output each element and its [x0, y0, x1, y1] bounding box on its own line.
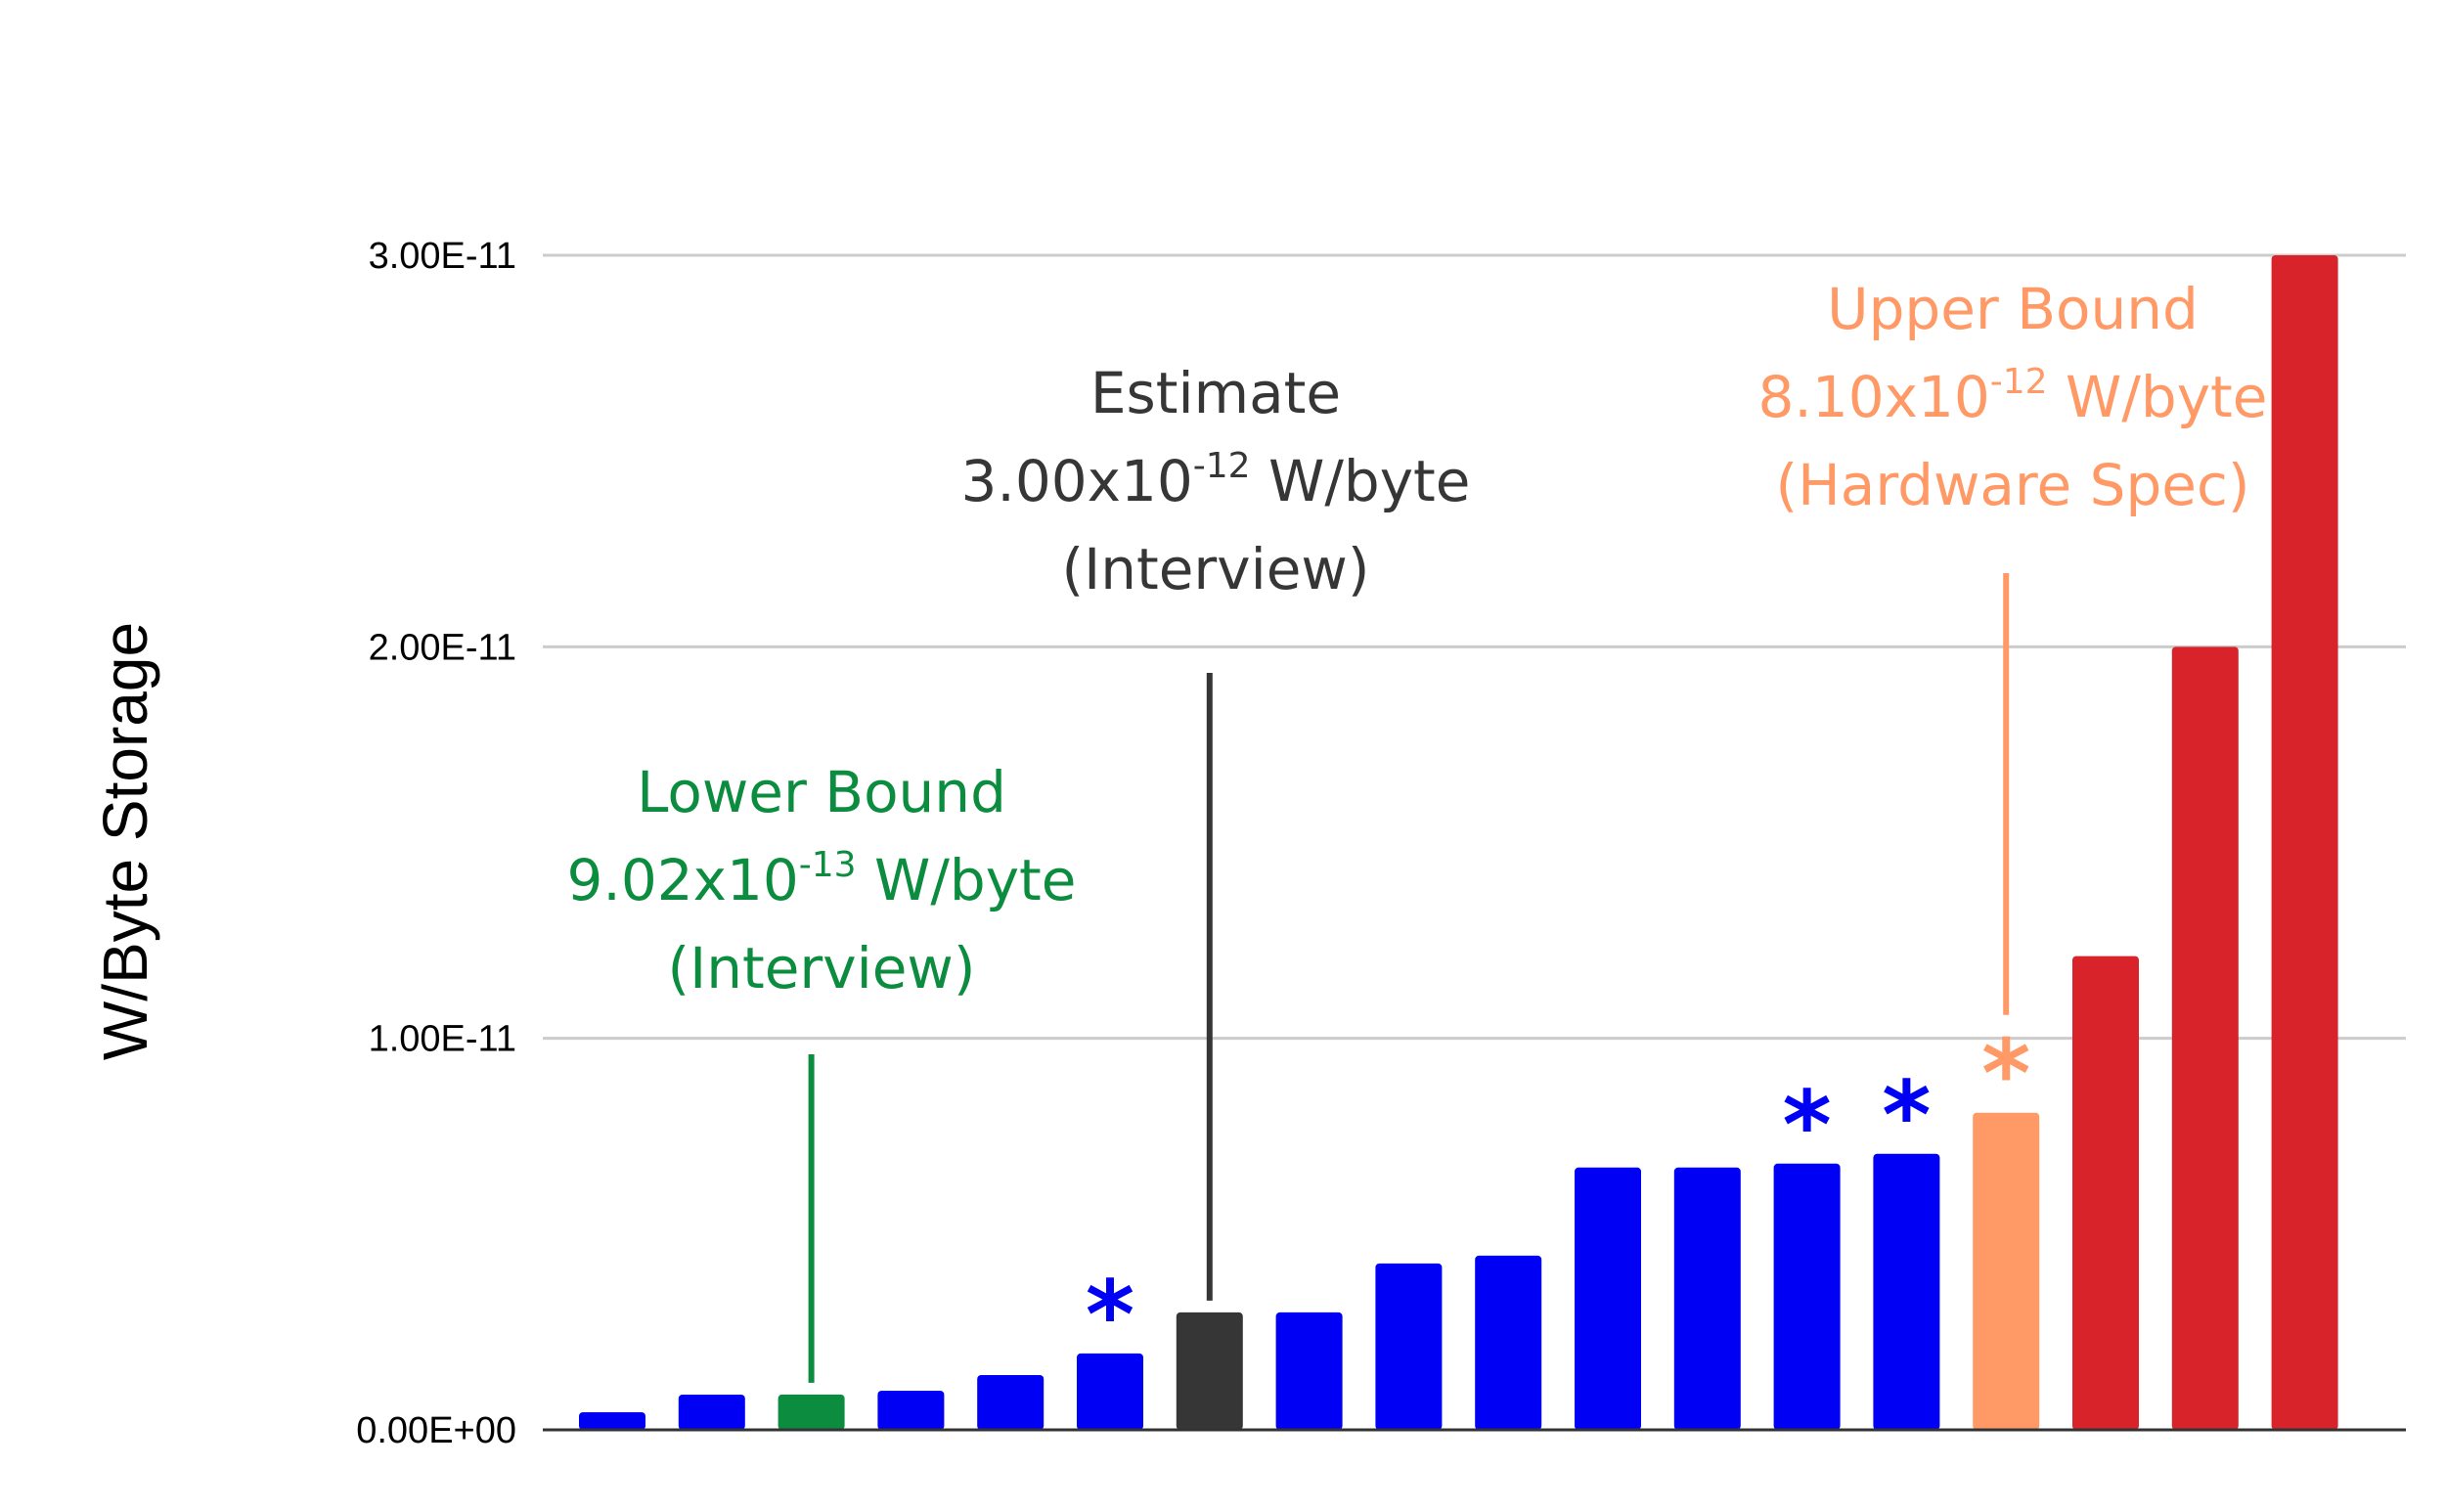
- bar: [1275, 1312, 1343, 1430]
- star-marker: *: [1981, 1020, 2030, 1130]
- bar: [1673, 1167, 1741, 1430]
- bar: [977, 1374, 1045, 1430]
- bar: [1575, 1167, 1641, 1430]
- bar: [877, 1390, 945, 1430]
- bar: [2072, 956, 2139, 1430]
- y-tick-label: 2.00E-11: [369, 627, 516, 668]
- y-tick-label: 1.00E-11: [369, 1019, 516, 1060]
- annotation-value-unit: W/byte: [857, 847, 1077, 913]
- annotation-value-exponent: -12: [1990, 362, 2048, 402]
- bar: [678, 1394, 745, 1430]
- annotation-value-base: 3.00x10: [961, 448, 1193, 514]
- bar: [1176, 1312, 1243, 1430]
- annotation-title: Estimate: [1090, 360, 1341, 426]
- annotation-source: (Hardware Spec): [1776, 452, 2250, 518]
- y-tick-label: 3.00E-11: [369, 236, 516, 277]
- bar: [1973, 1112, 2040, 1430]
- annotation: Upper Bound 8.10x10-12 W/byte (Hardware Sp…: [1758, 276, 2268, 1015]
- bar: [1077, 1353, 1143, 1430]
- bars: [579, 255, 2338, 1430]
- annotation-value: 8.10x10-12 W/byte: [1758, 362, 2268, 430]
- y-tick-label: 0.00E+00: [356, 1410, 516, 1451]
- annotation-source: (Interview): [668, 935, 976, 1001]
- bar: [2171, 646, 2239, 1430]
- annotation-title: Upper Bound: [1827, 276, 2199, 342]
- star-marker: *: [1782, 1071, 1831, 1180]
- bar: [579, 1411, 645, 1430]
- star-markers: * * * *: [1086, 1020, 2030, 1370]
- annotation-value-base: 9.02x10: [567, 847, 799, 913]
- annotation-value-unit: W/byte: [1251, 448, 1471, 514]
- bar: [1873, 1153, 1940, 1430]
- bar: [2271, 255, 2338, 1430]
- annotation-value-exponent: -12: [1193, 446, 1251, 486]
- bar: [1773, 1163, 1841, 1430]
- annotation: Estimate 3.00x10-12 W/byte (Interview): [961, 360, 1471, 1301]
- annotation-value: 9.02x10-13 W/byte: [567, 845, 1077, 913]
- star-marker: *: [1882, 1061, 1931, 1171]
- bar: [778, 1394, 845, 1430]
- bar: [1475, 1255, 1542, 1430]
- annotation-source: (Interview): [1062, 536, 1370, 602]
- annotation: Lower Bound 9.02x10-13 W/byte (Interview): [567, 759, 1077, 1383]
- star-marker: *: [1086, 1261, 1134, 1370]
- bar: [1375, 1263, 1443, 1430]
- y-axis-ticks: 0.00E+00 1.00E-11 2.00E-11 3.00E-11: [356, 236, 516, 1451]
- annotation-title: Lower Bound: [637, 759, 1006, 825]
- annotation-value-unit: W/byte: [2048, 364, 2268, 430]
- annotation-value-base: 8.10x10: [1758, 364, 1990, 430]
- y-axis-label: W/Byte Storage: [90, 622, 160, 1060]
- annotation-value: 3.00x10-12 W/byte: [961, 446, 1471, 514]
- annotation-value-exponent: -13: [799, 845, 857, 885]
